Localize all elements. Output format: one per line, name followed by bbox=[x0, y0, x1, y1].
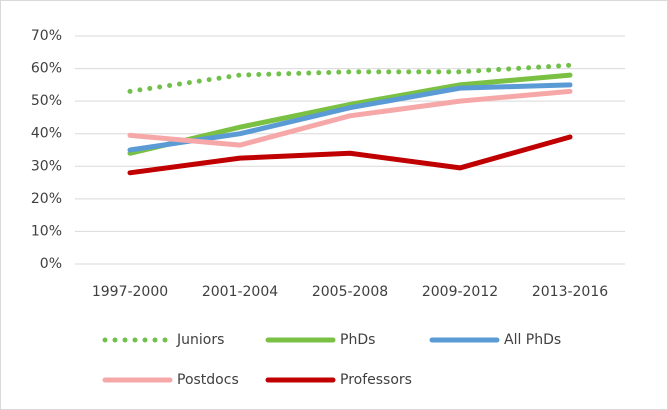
line-series bbox=[127, 88, 573, 148]
line-series bbox=[127, 134, 573, 176]
y-tick-label: 20% bbox=[31, 191, 62, 207]
y-tick-label: 70% bbox=[31, 28, 62, 44]
legend-label: Professors bbox=[340, 372, 412, 388]
y-tick-label: 40% bbox=[31, 126, 62, 142]
x-tick-label: 1997-2000 bbox=[92, 284, 168, 300]
x-tick-label: 2013-2016 bbox=[532, 284, 608, 300]
y-tick-label: 60% bbox=[31, 61, 62, 77]
legend-label: Postdocs bbox=[177, 372, 239, 388]
y-tick-label: 30% bbox=[31, 158, 62, 174]
y-tick-label: 0% bbox=[40, 256, 62, 272]
x-tick-label: 2005-2008 bbox=[312, 284, 388, 300]
x-tick-label: 2009-2012 bbox=[422, 284, 498, 300]
x-tick-label: 2001-2004 bbox=[202, 284, 278, 300]
legend-label: PhDs bbox=[340, 332, 375, 348]
legend-label: Juniors bbox=[176, 332, 224, 348]
legend-label: All PhDs bbox=[504, 332, 561, 348]
line-series bbox=[127, 62, 573, 94]
y-tick-label: 10% bbox=[31, 223, 62, 239]
line-series bbox=[127, 72, 573, 156]
line-series bbox=[127, 82, 573, 153]
y-tick-label: 50% bbox=[31, 93, 62, 109]
